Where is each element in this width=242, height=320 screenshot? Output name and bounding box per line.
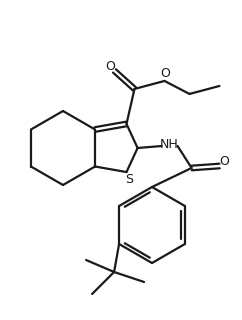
Text: O: O: [160, 68, 170, 80]
Text: O: O: [106, 60, 115, 74]
Text: NH: NH: [160, 138, 179, 150]
Text: S: S: [126, 172, 134, 186]
Text: O: O: [220, 155, 229, 167]
